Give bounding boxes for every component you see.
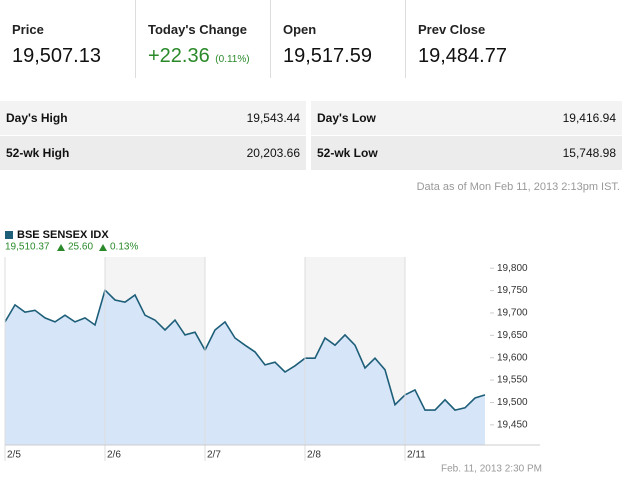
y-tick-label: 19,800 xyxy=(497,263,528,274)
quote-box: Prev Close 19,484.77 xyxy=(405,0,540,78)
stats-right: Day's Low 19,416.94 52-wk Low 15,748.98 xyxy=(311,101,622,171)
label: Open xyxy=(283,22,317,37)
value: 19,507.13 xyxy=(12,45,101,67)
quote-bar: Price 19,507.13 Today's Change +22.36 (0.1… xyxy=(0,0,622,78)
x-tick-label: 2/5 xyxy=(7,450,21,461)
stat-value: 19,543.44 xyxy=(246,111,300,125)
y-tick-label: 19,450 xyxy=(497,419,528,430)
label: Price xyxy=(12,22,44,37)
legend-percent: 0.13% xyxy=(110,242,138,253)
label: Today's Change xyxy=(148,22,247,37)
stat-value: 15,748.98 xyxy=(562,146,616,160)
y-tick-label: 19,750 xyxy=(497,285,528,296)
y-tick-label: 19,700 xyxy=(497,308,528,319)
label: Prev Close xyxy=(418,22,486,37)
x-tick-label: 2/8 xyxy=(307,450,321,461)
quote-box: Open 19,517.59 xyxy=(270,0,405,78)
legend-change: 25.60 xyxy=(68,242,93,253)
value: 19,517.59 xyxy=(283,45,372,67)
y-tick-label: 19,600 xyxy=(497,352,528,363)
y-tick-label: 19,550 xyxy=(497,375,528,386)
quote-box: Today's Change +22.36 (0.11%) xyxy=(135,0,270,78)
stat-row: Day's Low 19,416.94 xyxy=(311,101,622,135)
legend-name: BSE SENSEX IDX xyxy=(17,229,109,241)
stat-value: 19,416.94 xyxy=(562,111,616,125)
as-of: Data as of Mon Feb 11, 2013 2:13pm IST. xyxy=(416,181,620,193)
legend-last: 19,510.37 xyxy=(5,242,50,253)
up-arrow xyxy=(99,244,107,251)
y-tick-label: 19,500 xyxy=(497,397,528,408)
change-pct: (0.11%) xyxy=(215,54,250,65)
stats-left: Day's High 19,543.44 52-wk High 20,203.66 xyxy=(0,101,306,171)
stat-label: 52-wk High xyxy=(6,146,70,160)
stat-label: Day's High xyxy=(6,111,68,125)
stat-row: Day's High 19,543.44 xyxy=(0,101,306,135)
quote-box: Price 19,507.13 xyxy=(0,0,135,78)
x-tick-label: 2/7 xyxy=(207,450,221,461)
y-tick-label: 19,650 xyxy=(497,330,528,341)
value: 19,484.77 xyxy=(418,45,507,67)
change: +22.36 xyxy=(148,45,210,67)
stat-label: Day's Low xyxy=(317,111,376,125)
stat-value: 20,203.66 xyxy=(246,146,300,160)
legend-swatch xyxy=(5,231,13,239)
chart: BSE SENSEX IDX 19,510.37 25.60 0.13% Feb… xyxy=(4,229,542,475)
up-arrow xyxy=(57,244,65,251)
value: +22.36 (0.11%) xyxy=(148,45,270,68)
stat-row: 52-wk High 20,203.66 xyxy=(0,136,306,170)
x-tick-label: 2/6 xyxy=(107,450,121,461)
x-tick-label: 2/11 xyxy=(407,450,426,461)
stat-row: 52-wk Low 15,748.98 xyxy=(311,136,622,170)
chart-footer: Feb. 11, 2013 2:30 PM xyxy=(441,464,542,475)
area xyxy=(5,290,485,445)
stat-label: 52-wk Low xyxy=(317,146,378,160)
